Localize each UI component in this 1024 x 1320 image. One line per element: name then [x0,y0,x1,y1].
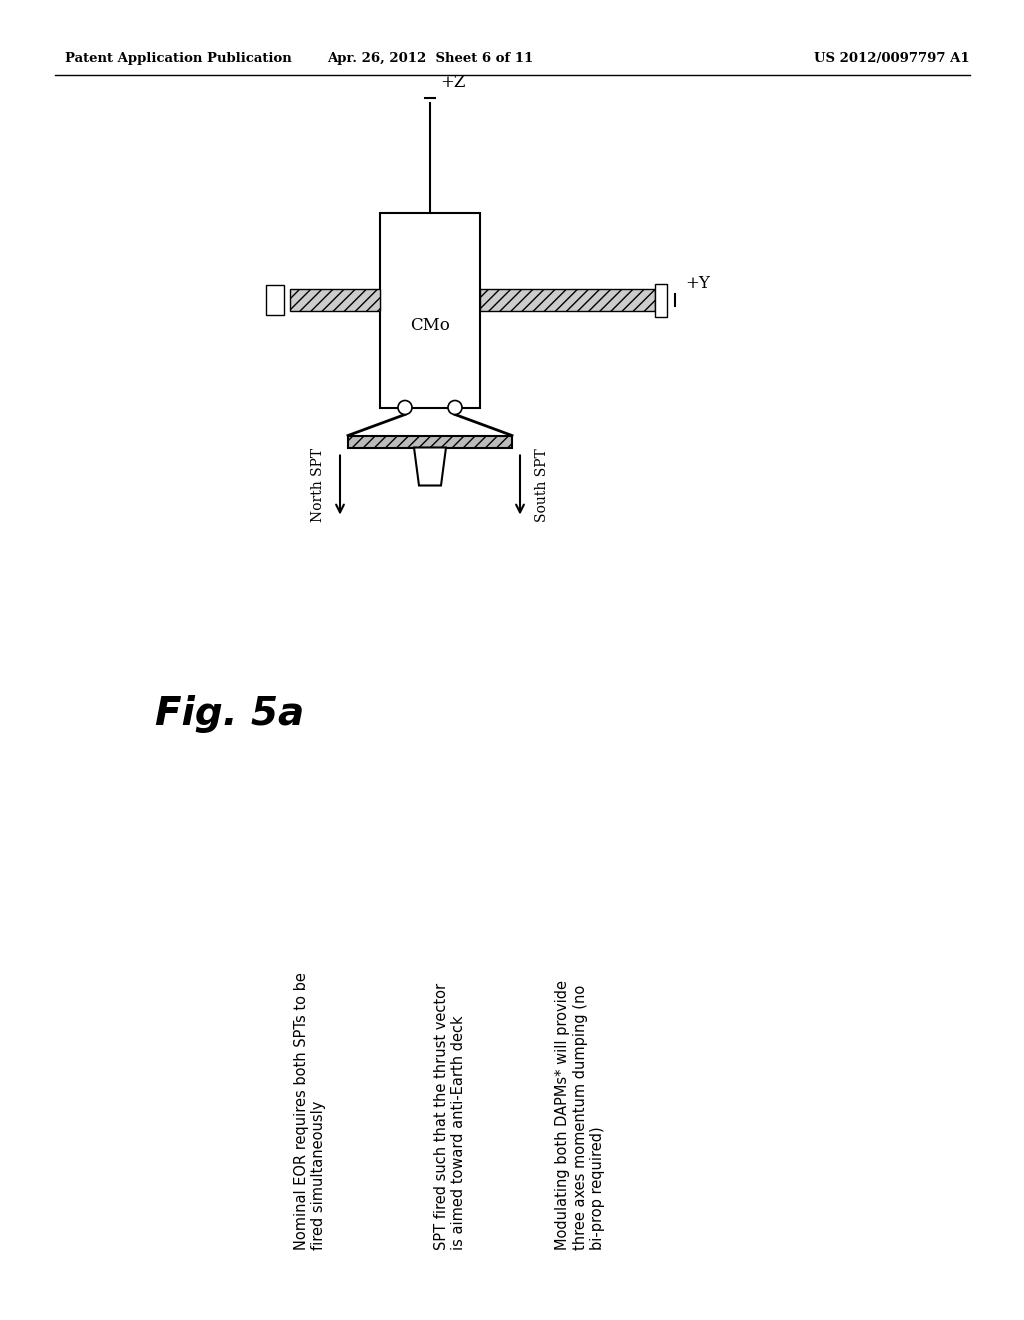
Bar [380,213,480,408]
Text: Modulating both DAPMs* will provide
three axes momentum dumping (no
bi-prop requ: Modulating both DAPMs* will provide thre… [555,979,605,1250]
Bar [348,436,512,447]
Text: CMo: CMo [410,317,450,334]
Text: Nominal EOR requires both SPTs to be
fired simultaneously: Nominal EOR requires both SPTs to be fir… [294,972,327,1250]
Bar [655,284,667,317]
Bar [290,289,380,312]
Text: Fig. 5a: Fig. 5a [155,696,304,733]
Text: +Z: +Z [440,74,465,91]
Bar [480,289,655,312]
Text: South SPT: South SPT [535,447,549,521]
Text: Apr. 26, 2012  Sheet 6 of 11: Apr. 26, 2012 Sheet 6 of 11 [327,51,534,65]
Text: +Y: +Y [685,275,710,292]
Text: SPT fired such that the thrust vector
is aimed toward anti-Earth deck: SPT fired such that the thrust vector is… [434,983,466,1250]
Circle shape [398,400,412,414]
Bar [266,285,284,315]
Polygon shape [414,447,446,486]
Circle shape [449,400,462,414]
Text: Patent Application Publication: Patent Application Publication [65,51,292,65]
Text: North SPT: North SPT [311,447,325,523]
Text: US 2012/0097797 A1: US 2012/0097797 A1 [814,51,970,65]
